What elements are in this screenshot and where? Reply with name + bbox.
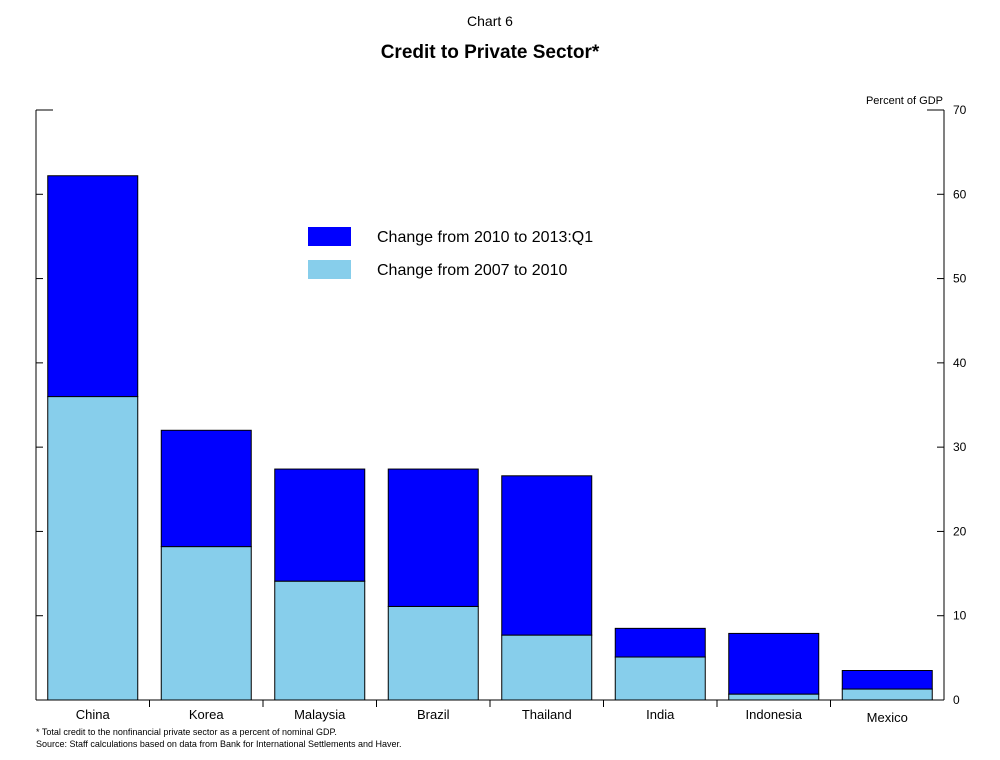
category-label-india: India	[646, 707, 675, 722]
source-note: Source: Staff calculations based on data…	[36, 739, 402, 749]
footnote: * Total credit to the nonfinancial priva…	[36, 727, 337, 737]
y-tick-label: 10	[953, 609, 967, 623]
y-tick-label: 40	[953, 356, 967, 370]
y-axis-unit-label: Percent of GDP	[866, 95, 943, 107]
legend-swatch-earlier	[308, 260, 351, 279]
y-tick-label: 30	[953, 440, 967, 454]
category-label-brazil: Brazil	[417, 707, 450, 722]
category-label-korea: Korea	[189, 707, 224, 722]
y-tick-label: 20	[953, 524, 967, 538]
bar-india-recent	[614, 627, 706, 658]
category-label-thailand: Thailand	[522, 707, 572, 722]
bar-mexico-earlier	[841, 688, 933, 701]
bar-indonesia-recent	[728, 632, 820, 695]
bar-brazil-recent	[387, 468, 479, 607]
y-tick-label: 50	[953, 272, 967, 286]
bar-mexico-recent	[841, 670, 933, 690]
chart-title: Credit to Private Sector*	[381, 42, 600, 63]
legend-swatch-recent	[308, 227, 351, 246]
legend-label-earlier: Change from 2007 to 2010	[377, 262, 567, 279]
bar-malaysia-earlier	[274, 580, 366, 701]
bar-malaysia-recent	[274, 468, 366, 582]
bar-china-recent	[47, 175, 139, 398]
chart-caption: Chart 6	[467, 13, 513, 29]
bars	[47, 175, 933, 701]
bar-indonesia-earlier	[728, 693, 820, 701]
y-tick-label: 0	[953, 693, 960, 707]
bar-india-earlier	[614, 656, 706, 701]
bar-thailand-earlier	[501, 634, 593, 701]
y-tick-label: 70	[953, 103, 967, 117]
legend-label-recent: Change from 2010 to 2013:Q1	[377, 229, 593, 246]
bar-china-earlier	[47, 396, 139, 701]
bar-thailand-recent	[501, 475, 593, 636]
category-label-china: China	[76, 707, 111, 722]
category-label-malaysia: Malaysia	[294, 707, 346, 722]
category-label-mexico: Mexico	[867, 710, 908, 725]
category-labels: China Korea Malaysia Brazil Thailand India Ind…	[76, 707, 908, 725]
bar-korea-recent	[160, 429, 252, 548]
category-label-indonesia: Indonesia	[746, 707, 803, 722]
legend: Change from 2010 to 2013:Q1 Change from …	[308, 227, 593, 279]
y-tick-label: 60	[953, 187, 967, 201]
bar-korea-earlier	[160, 546, 252, 701]
ticks: 0 10 20 30 40 50 60 70	[36, 103, 967, 707]
bar-brazil-earlier	[387, 605, 479, 701]
